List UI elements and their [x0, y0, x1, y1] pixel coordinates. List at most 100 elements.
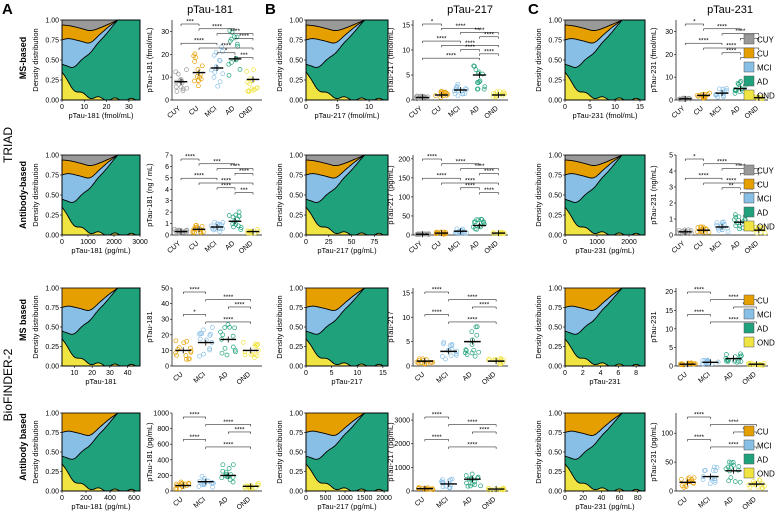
scatter-point — [220, 220, 226, 225]
sig-label: * — [693, 19, 696, 26]
density-xtick-label: 0 — [304, 239, 308, 246]
scatter-ytick-label: 5 — [669, 153, 673, 160]
sig-label: **** — [694, 412, 705, 419]
scatter-point — [200, 482, 206, 488]
density-xtick-label: 600 — [128, 495, 140, 502]
density-ytick-label: 1.00 — [548, 286, 562, 293]
scatter-point — [173, 350, 178, 356]
sig-bracket — [198, 163, 236, 166]
legend-swatch-cu — [743, 425, 755, 437]
density-area-ond — [305, 70, 388, 101]
scatter-point — [495, 231, 501, 237]
density-ytick-label: 0.25 — [45, 344, 59, 351]
sig-bracket — [205, 446, 251, 449]
scatter-category-label: CU — [414, 371, 426, 383]
sig-label: **** — [446, 53, 457, 60]
scatter-point — [210, 484, 215, 490]
sig-label: **** — [717, 23, 728, 30]
scatter-point — [193, 55, 199, 60]
scatter-point — [469, 471, 475, 477]
scatter-ylabel: pTau-181 (pg/mL) — [145, 422, 154, 482]
scatter-category-label: CUY — [671, 240, 687, 255]
scatter-point — [219, 350, 225, 356]
sig-bracket — [710, 424, 757, 427]
density-ytick-label: 0.75 — [289, 38, 303, 45]
scatter-point — [480, 71, 485, 77]
legend-label-ond: OND — [757, 92, 775, 101]
legend-label-cu: CU — [757, 428, 769, 437]
density-ytick-label: 1.00 — [45, 286, 59, 293]
scatter-point — [486, 357, 491, 363]
assay-label-row4: Antibody based — [18, 413, 28, 481]
legend-label-mci: MCI — [757, 311, 772, 320]
scatter-ytick-label: 100 — [661, 431, 673, 438]
scatter-category-label: AD — [723, 496, 735, 508]
scatter-point — [230, 462, 236, 468]
scatter-point — [226, 213, 232, 218]
scatter-ytick-label: 0 — [406, 233, 410, 240]
sig-bracket — [448, 446, 497, 449]
scatter-point — [217, 229, 222, 234]
sig-label: ** — [729, 182, 735, 189]
scatter-point — [462, 91, 468, 97]
scatter-point — [220, 462, 226, 468]
scatter-point — [445, 348, 451, 353]
scatter-point — [430, 359, 436, 365]
scatter-point — [755, 224, 761, 230]
sig-bracket — [422, 23, 442, 26]
density-xlabel: pTau-231 (pg/mL) — [575, 502, 635, 511]
density-xtick-label: 0 — [563, 370, 567, 377]
sig-label: **** — [189, 434, 200, 441]
sig-bracket — [216, 33, 254, 36]
sig-bracket — [710, 299, 757, 302]
density-xtick-label: 3000 — [132, 239, 148, 246]
sig-label: * — [225, 47, 228, 54]
scatter-category-label: OND — [238, 105, 254, 120]
scatter-point — [738, 359, 744, 364]
scatter-point — [472, 219, 478, 225]
panel-2-0: 0.00 0.25 0.50 0.75 1.00 10 20 30 40 pTau-181 Dens… — [31, 286, 262, 387]
sig-label: **** — [479, 426, 490, 433]
scatter-point — [463, 473, 469, 478]
sig-bracket — [703, 182, 760, 185]
scatter-point — [238, 227, 244, 232]
scatter-point — [736, 214, 742, 220]
scatter-point — [236, 209, 242, 215]
scatter-ytick-label: 10 — [161, 348, 169, 355]
scatter-ytick-label: 0 — [406, 364, 410, 371]
density-ytick-label: 1.00 — [289, 411, 303, 418]
scatter-point — [220, 468, 226, 474]
sig-bracket — [733, 306, 757, 309]
legend-label-cu: CU — [757, 50, 769, 59]
density-ytick-label: 0.50 — [289, 450, 303, 457]
scatter-point — [188, 348, 194, 354]
sig-bracket — [460, 168, 499, 171]
scatter-point — [443, 356, 448, 362]
sig-label: **** — [699, 173, 710, 180]
scatter-category-label: CU — [677, 496, 689, 508]
scatter-point — [441, 339, 447, 345]
sig-label: **** — [699, 38, 710, 45]
density-xlabel: pTau-181 (pg/mL) — [71, 502, 131, 511]
scatter-ytick-label: 10 — [665, 75, 673, 82]
scatter-point — [707, 481, 713, 487]
scatter-point — [225, 322, 231, 327]
cohort-label-biofinder2: BioFINDER-2 — [1, 348, 15, 421]
scatter-point — [448, 353, 454, 359]
scatter-category-label: AD — [462, 496, 474, 508]
scatter-point — [196, 83, 201, 89]
density-xtick-label: 15 — [379, 370, 387, 377]
sig-label: **** — [728, 419, 739, 426]
density-ytick-label: 0.50 — [45, 58, 59, 65]
sig-label: * — [431, 19, 434, 26]
scatter-ylabel: pTau-217 (pg/mL) — [386, 422, 395, 482]
sig-bracket — [198, 28, 236, 31]
density-xlabel: pTau-181 — [85, 377, 116, 386]
scatter-point — [479, 217, 485, 223]
sig-label: **** — [239, 168, 250, 175]
scatter-category-label: CU — [693, 105, 705, 117]
